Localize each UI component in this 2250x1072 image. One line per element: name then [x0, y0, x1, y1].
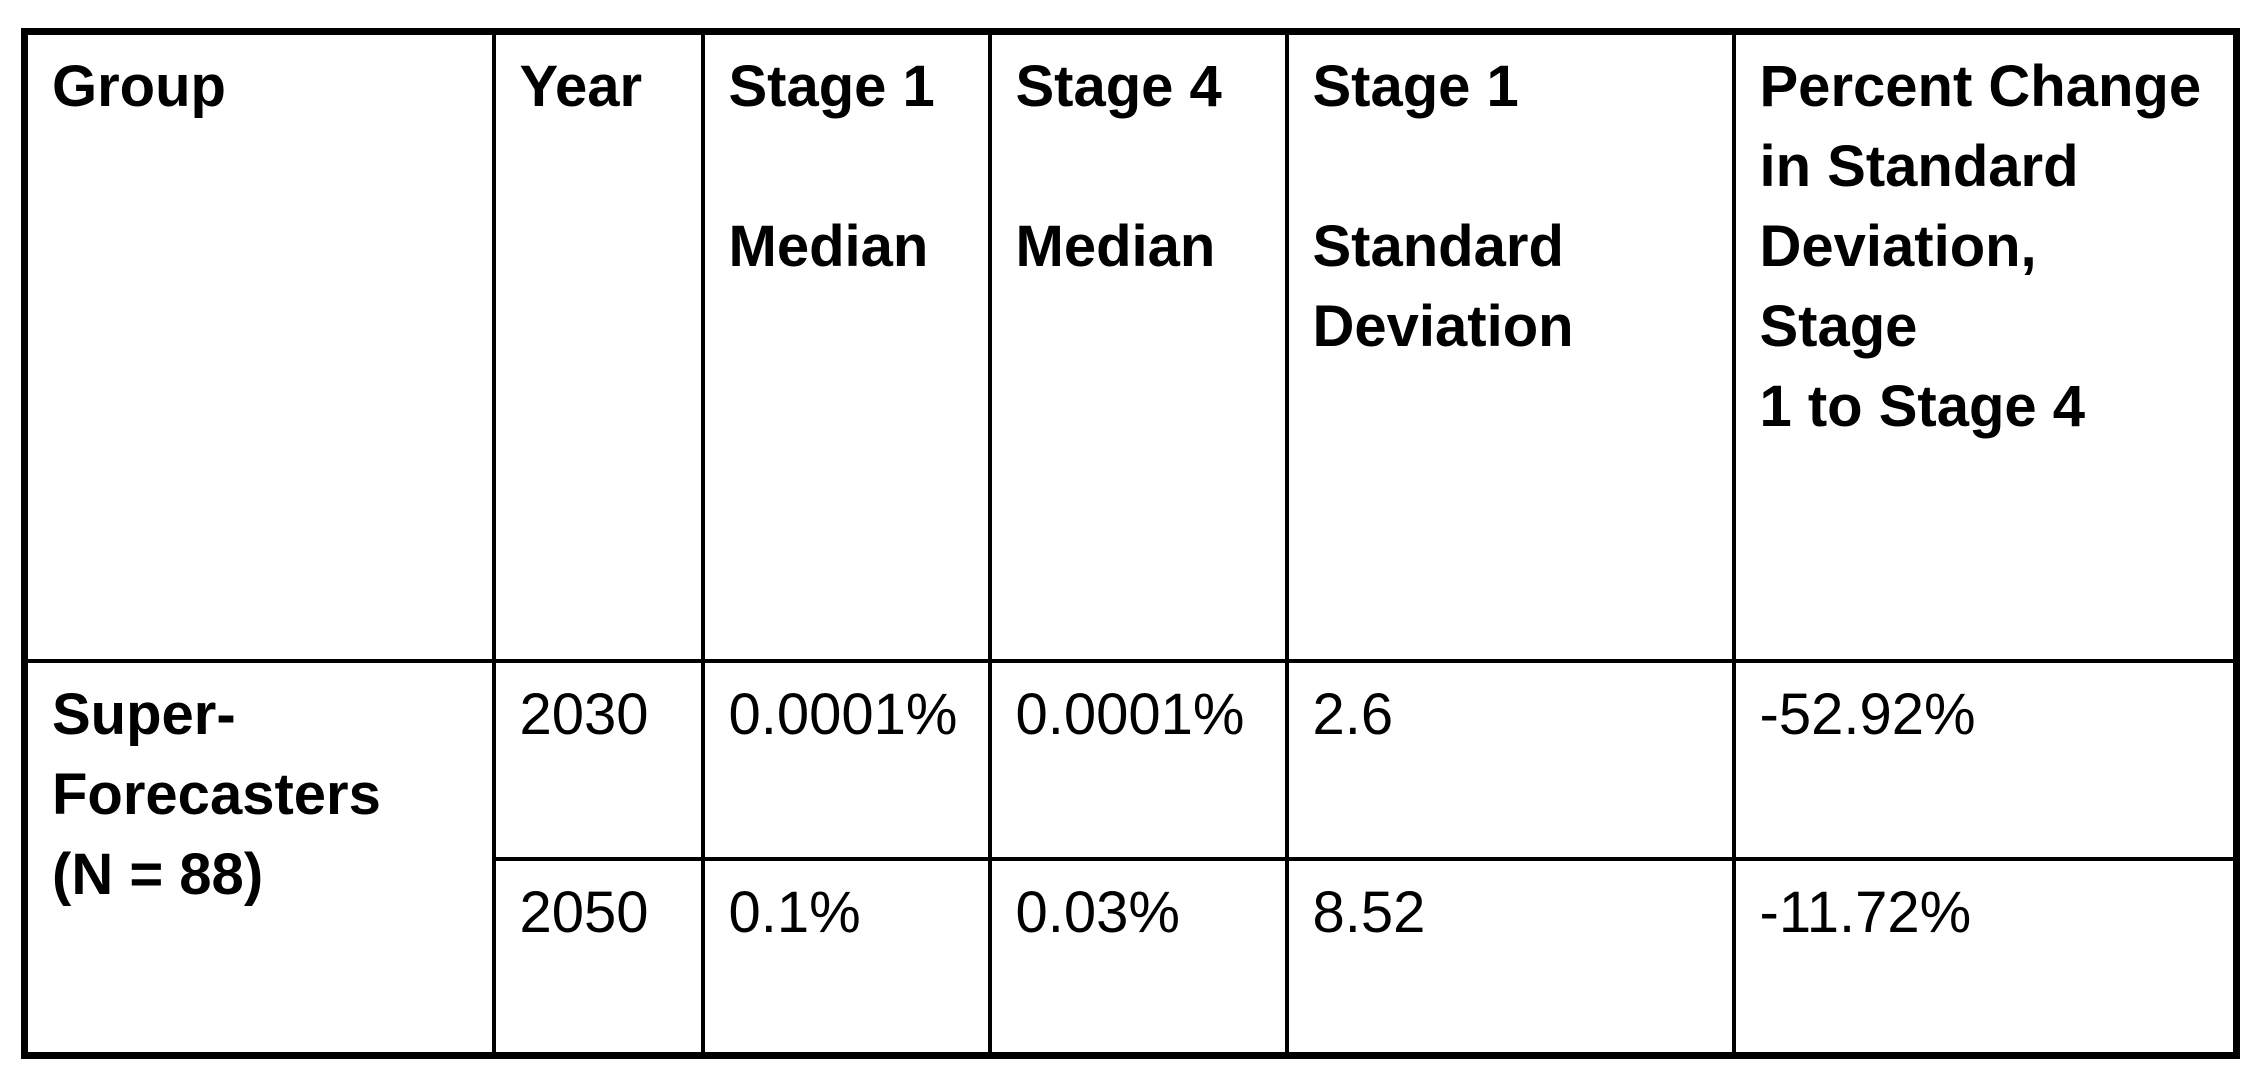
header-row: Group Year Stage 1 Median Stage 4 Median…: [22, 29, 2239, 663]
cell-year-2050: 2050: [491, 856, 705, 1058]
col-header-year: Year: [491, 29, 705, 663]
table-row-2050: 2050 0.1% 0.03% 8.52 -11.72%: [25, 856, 2239, 1058]
group-cell: Super- Forecasters (N = 88): [22, 658, 496, 1058]
cell-year-2030: 2030: [491, 658, 705, 861]
cell-stage1-median-2050: 0.1%: [700, 856, 992, 1058]
cell-stage4-median-2050: 0.03%: [987, 856, 1289, 1058]
col-header-stage4-median: Stage 4 Median: [987, 29, 1289, 663]
col-header-stage1-median: Stage 1 Median: [700, 29, 992, 663]
cell-pct-change-sd-2050: -11.72%: [1731, 856, 2239, 1058]
cell-stage1-sd-2050: 8.52: [1284, 856, 1736, 1058]
cell-pct-change-sd-2030: -52.92%: [1731, 658, 2239, 861]
cell-stage1-median-2030: 0.0001%: [700, 658, 992, 861]
table-row-2030: Super- Forecasters (N = 88) 2030 0.0001%…: [22, 658, 2239, 1058]
cell-stage4-median-2030: 0.0001%: [987, 658, 1289, 861]
cell-stage1-sd-2030: 2.6: [1284, 658, 1736, 861]
col-header-percent-change: Percent Change in Standard Deviation, St…: [1731, 29, 2239, 663]
col-header-group: Group: [22, 29, 496, 663]
col-header-stage1-standard-deviation: Stage 1 Standard Deviation: [1284, 29, 1736, 663]
forecast-table: Group Year Stage 1 Median Stage 4 Median…: [21, 28, 2240, 1059]
